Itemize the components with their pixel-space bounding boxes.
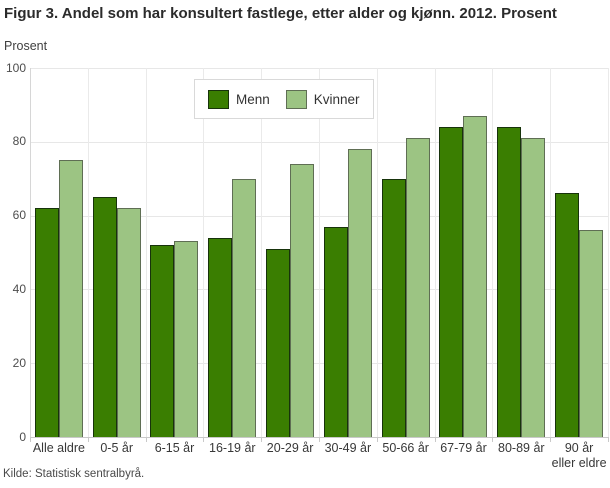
bar-menn-6: [323, 226, 348, 437]
bar-kvinner-5: [290, 163, 315, 437]
x-axis-line: [30, 437, 609, 438]
x-gridline: [88, 68, 89, 437]
bar-menn-2: [92, 197, 117, 437]
bar-kvinner-4: [232, 178, 257, 437]
bar-kvinner-2: [116, 208, 141, 437]
y-axis-tick-label: 20: [12, 355, 26, 370]
x-axis-label: 0-5 år: [100, 441, 134, 455]
x-axis-label: 67-79 år: [440, 441, 487, 455]
legend-label-menn: Menn: [236, 91, 270, 107]
x-axis-label: 80-89 år: [498, 441, 545, 455]
bar-menn-9: [497, 127, 522, 437]
x-gridline: [319, 68, 320, 437]
bar-group-6: [319, 149, 377, 437]
bar-group-4: [203, 178, 261, 437]
menn-swatch-icon: [208, 89, 229, 109]
x-axis-label: 30-49 år: [324, 441, 372, 455]
y-axis-tick-label: 40: [12, 281, 26, 296]
x-axis-tick: [550, 438, 551, 442]
y-axis-tick-label: 60: [12, 208, 26, 223]
bar-menn-1: [34, 208, 59, 437]
bar-menn-8: [439, 127, 464, 437]
y-axis-tick-label: 100: [5, 60, 26, 75]
x-gridline: [492, 68, 493, 437]
legend-item-menn[interactable]: Menn: [208, 89, 270, 109]
x-gridline: [435, 68, 436, 437]
bar-menn-3: [150, 245, 175, 437]
legend: Menn Kvinner: [194, 79, 374, 119]
x-axis-tick: [146, 438, 147, 442]
y-axis-tick-label: 0: [19, 429, 26, 444]
x-axis-label: 16-19 år: [209, 441, 256, 455]
x-axis-tick: [492, 438, 493, 442]
x-gridline: [146, 68, 147, 437]
legend-item-kvinner[interactable]: Kvinner: [285, 89, 360, 109]
bar-group-3: [146, 241, 204, 437]
x-axis-tick: [30, 438, 31, 442]
x-axis-tick: [88, 438, 89, 442]
x-axis-tick: [319, 438, 320, 442]
x-gridline: [261, 68, 262, 437]
y-axis-unit-label: Prosent: [4, 39, 48, 53]
x-axis-label: Alle aldre: [32, 441, 85, 455]
x-axis-label: 6-15 år: [154, 441, 195, 455]
x-gridline: [608, 68, 609, 437]
bar-menn-10: [555, 193, 580, 437]
x-axis-tick: [377, 438, 378, 442]
bar-group-8: [435, 115, 493, 437]
x-axis-tick: [261, 438, 262, 442]
bar-group-5: [261, 163, 319, 437]
source-note: Kilde: Statistisk sentralbyrå.: [3, 468, 145, 480]
bar-group-10: [550, 193, 608, 437]
bar-group-1: [30, 160, 88, 437]
x-axis-tick: [608, 438, 609, 442]
bar-group-9: [492, 127, 550, 437]
bar-kvinner-3: [174, 241, 199, 437]
bar-kvinner-10: [579, 230, 604, 437]
x-axis-tick: [435, 438, 436, 442]
legend-label-kvinner: Kvinner: [313, 91, 360, 107]
plot-area: [30, 68, 609, 437]
bar-kvinner-7: [405, 138, 430, 437]
bar-group-2: [88, 197, 146, 437]
bar-group-7: [377, 138, 435, 437]
kvinner-swatch-icon: [285, 89, 307, 109]
x-axis-tick: [203, 438, 204, 442]
y-axis-tick-label: 80: [12, 134, 26, 149]
bar-menn-7: [381, 178, 406, 437]
chart-title: Figur 3. Andel som har konsultert fastle…: [4, 5, 557, 22]
x-gridline: [203, 68, 204, 437]
bar-menn-5: [266, 248, 291, 437]
x-gridline: [377, 68, 378, 437]
bar-menn-4: [208, 237, 233, 437]
bar-kvinner-9: [521, 138, 546, 437]
x-axis-label: 90 år eller eldre: [551, 441, 607, 470]
bar-kvinner-6: [347, 149, 372, 437]
bar-kvinner-8: [463, 115, 488, 437]
x-axis-label: 50-66 år: [382, 441, 429, 455]
x-gridline: [550, 68, 551, 437]
x-gridline: [30, 68, 31, 437]
bar-kvinner-1: [58, 160, 83, 437]
x-axis-label: 20-29 år: [266, 441, 314, 455]
